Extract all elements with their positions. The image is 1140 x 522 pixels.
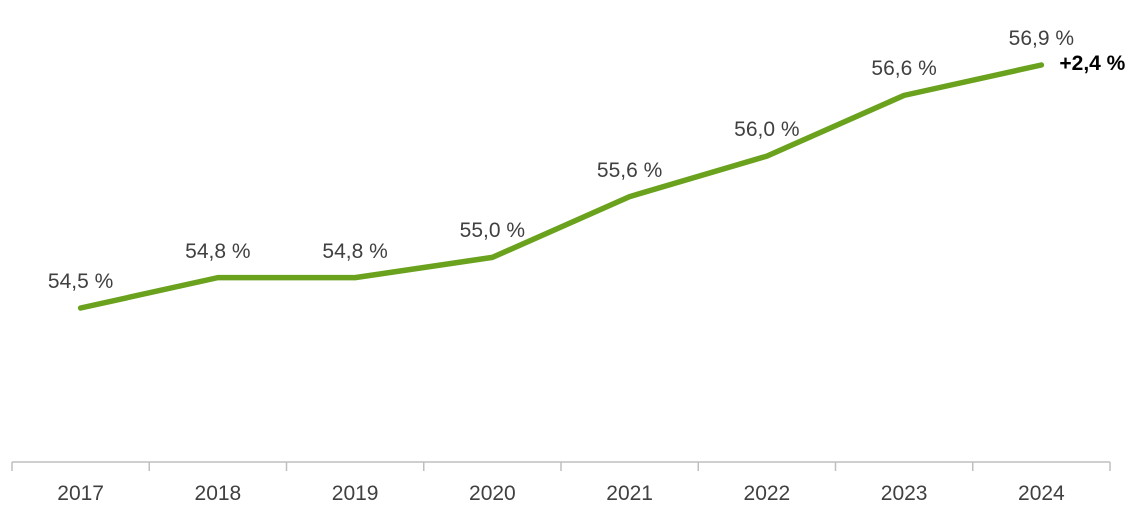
- year-label-2021: 2021: [606, 482, 653, 505]
- year-label-2019: 2019: [331, 482, 379, 505]
- value-label-2017: 54,5 %: [47, 270, 114, 293]
- value-label-2023: 56,6 %: [871, 57, 937, 81]
- value-label-2022: 56,0 %: [734, 118, 800, 142]
- delta-annotation: +2,4 %: [1059, 52, 1126, 75]
- value-label-2018: 54,8 %: [185, 239, 251, 263]
- year-label-2022: 2022: [743, 482, 791, 505]
- year-label-2018: 2018: [194, 482, 242, 505]
- value-label-2019: 54,8 %: [322, 239, 388, 263]
- value-label-2024: 56,9 %: [1008, 27, 1075, 50]
- year-label-2020: 2020: [469, 482, 516, 505]
- year-label-2017: 2017: [57, 482, 104, 505]
- year-label-2024: 2024: [1018, 482, 1065, 505]
- data-series-line: [77, 62, 1045, 311]
- year-label-2023: 2023: [880, 482, 928, 505]
- value-label-2020: 55,0 %: [459, 219, 526, 243]
- value-label-2021: 55,6 %: [596, 158, 663, 182]
